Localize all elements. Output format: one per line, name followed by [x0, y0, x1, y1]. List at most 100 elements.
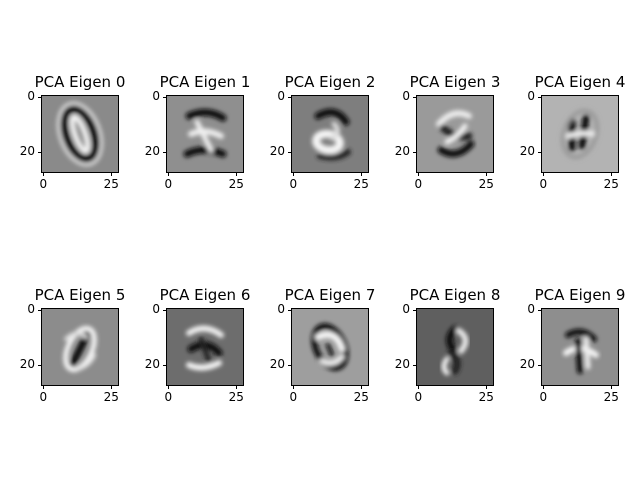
axes-frame — [41, 308, 119, 386]
y-tick-label: 0 — [402, 302, 410, 317]
y-tick-label: 0 — [152, 89, 160, 104]
eigen-pattern — [560, 108, 600, 160]
y-tick-label: 20 — [19, 143, 35, 158]
eigen-image — [416, 95, 494, 173]
x-tick — [111, 385, 113, 389]
eigen-image — [416, 308, 494, 386]
x-tick-label: 0 — [39, 390, 48, 404]
x-tick — [543, 172, 545, 176]
subplot-title: PCA Eigen 1 — [159, 73, 251, 91]
y-tick — [538, 151, 542, 153]
x-tick — [43, 385, 45, 389]
axes-frame — [291, 308, 369, 386]
y-tick-label: 0 — [152, 302, 160, 317]
eigen-stroke — [63, 325, 97, 373]
y-tick — [163, 310, 167, 312]
y-tick-label: 0 — [277, 302, 285, 317]
eigen-stroke — [437, 140, 475, 158]
x-tick — [43, 172, 45, 176]
subplot-title: PCA Eigen 3 — [409, 73, 501, 91]
y-tick — [163, 97, 167, 99]
y-tick-label: 20 — [519, 143, 535, 158]
x-tick — [111, 172, 113, 176]
y-tick — [38, 151, 42, 153]
axes-frame — [291, 95, 369, 173]
axes-frame — [166, 308, 244, 386]
x-tick-label: 0 — [164, 177, 173, 191]
y-tick — [38, 97, 42, 99]
eigen-stroke — [315, 331, 345, 352]
y-tick-label: 20 — [19, 356, 35, 371]
subplot-title: PCA Eigen 7 — [284, 286, 376, 304]
axes-frame — [416, 95, 494, 173]
y-tick-label: 0 — [402, 89, 410, 104]
axes-frame — [541, 95, 619, 173]
eigen-stroke — [194, 119, 214, 153]
y-tick — [288, 97, 292, 99]
eigen-stroke — [326, 343, 334, 357]
x-tick-label: 0 — [39, 177, 48, 191]
eigen-stroke — [183, 146, 227, 158]
subplot-title: PCA Eigen 0 — [34, 73, 126, 91]
y-tick — [163, 364, 167, 366]
x-tick — [361, 172, 363, 176]
eigen-stroke — [314, 108, 350, 126]
y-tick-label: 0 — [27, 89, 35, 104]
x-tick-label: 25 — [603, 177, 619, 191]
x-tick-label: 0 — [289, 177, 298, 191]
subplot-title: PCA Eigen 5 — [34, 286, 126, 304]
eigen-stroke — [188, 128, 224, 139]
eigen-stroke — [311, 323, 349, 371]
axes-frame — [166, 95, 244, 173]
x-tick — [486, 385, 488, 389]
x-tick-label: 0 — [539, 177, 548, 191]
x-tick-label: 25 — [478, 177, 494, 191]
y-tick — [38, 310, 42, 312]
eigen-stroke — [198, 336, 212, 364]
y-tick — [413, 97, 417, 99]
x-tick-label: 0 — [414, 177, 423, 191]
eigen-stroke — [560, 108, 600, 160]
eigen-image — [166, 95, 244, 173]
y-tick — [38, 364, 42, 366]
eigen-pattern — [186, 325, 224, 371]
eigen-stroke — [185, 109, 227, 122]
y-tick — [538, 97, 542, 99]
x-tick — [486, 172, 488, 176]
y-tick-label: 0 — [27, 302, 35, 317]
eigen-pattern — [183, 109, 227, 158]
y-tick — [413, 310, 417, 312]
eigen-stroke — [447, 349, 461, 375]
x-tick-label: 0 — [414, 390, 423, 404]
y-tick — [538, 364, 542, 366]
eigen-image — [541, 308, 619, 386]
y-tick-label: 20 — [144, 356, 160, 371]
eigen-pattern — [63, 325, 97, 373]
axes-frame — [41, 95, 119, 173]
eigen-stroke — [329, 121, 340, 141]
eigen-stroke — [565, 130, 597, 139]
y-tick-label: 0 — [277, 89, 285, 104]
eigen-stroke — [69, 114, 91, 154]
x-tick — [168, 172, 170, 176]
eigen-stroke — [317, 149, 351, 161]
subplot-title: PCA Eigen 9 — [534, 286, 626, 304]
eigen-image — [41, 308, 119, 386]
eigen-stroke — [56, 101, 104, 167]
eigen-stroke — [583, 336, 591, 370]
eigen-stroke — [446, 325, 459, 353]
eigen-stroke — [312, 129, 344, 155]
x-tick-label: 25 — [228, 390, 244, 404]
eigen-pattern — [441, 325, 469, 376]
eigen-pattern — [436, 110, 475, 158]
x-tick — [611, 172, 613, 176]
x-tick-label: 25 — [478, 390, 494, 404]
eigen-stroke — [436, 110, 472, 127]
x-tick-label: 0 — [164, 390, 173, 404]
y-tick — [288, 151, 292, 153]
subplot-title: PCA Eigen 8 — [409, 286, 501, 304]
x-tick-label: 0 — [289, 390, 298, 404]
y-tick-label: 20 — [269, 143, 285, 158]
x-tick — [418, 385, 420, 389]
